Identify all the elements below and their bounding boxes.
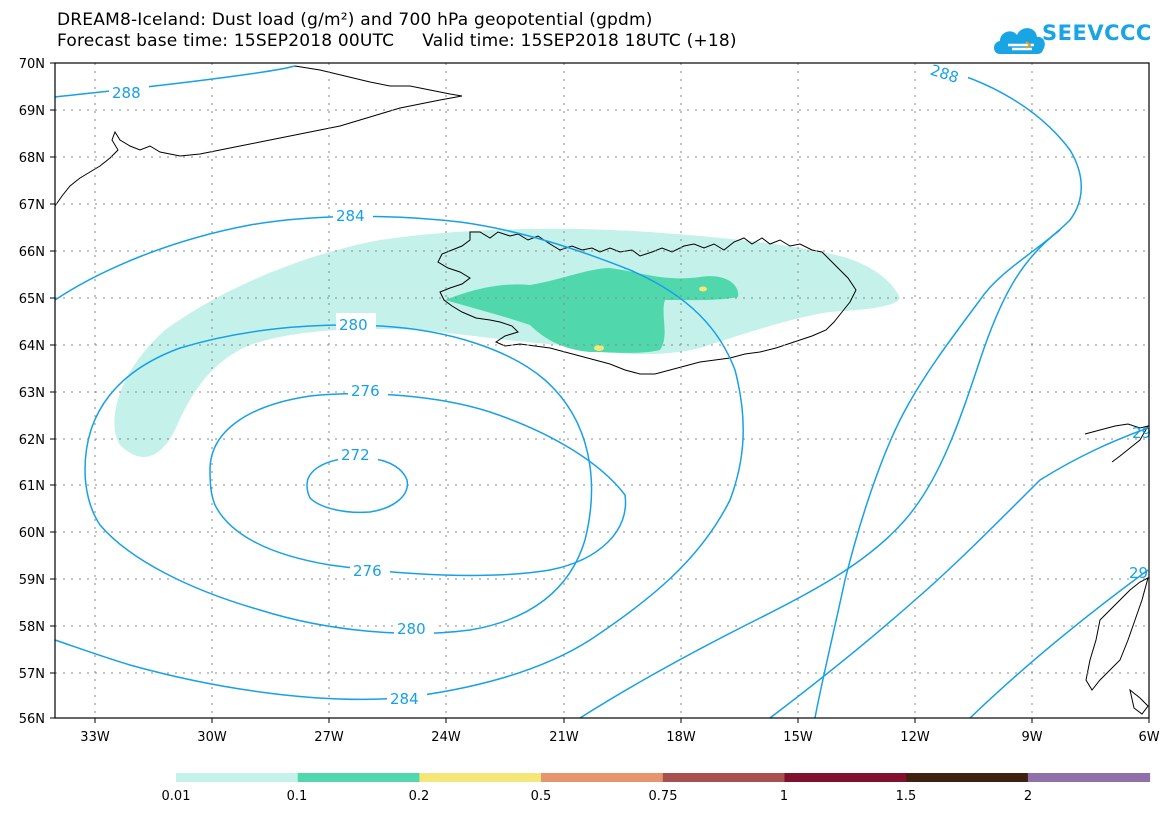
lat-label: 58N: [19, 620, 45, 635]
lat-label: 62N: [19, 433, 45, 448]
legend-label: 0.2: [409, 789, 430, 804]
lat-label: 67N: [19, 198, 45, 213]
lat-label: 66N: [19, 245, 45, 260]
legend-label: 1.5: [896, 789, 917, 804]
lon-label: 12W: [900, 730, 930, 745]
lat-label: 65N: [19, 292, 45, 307]
lon-label: 21W: [549, 730, 579, 745]
lon-gridlines: [94, 63, 1033, 718]
legend-swatch: [784, 773, 907, 782]
lat-label: 61N: [19, 479, 45, 494]
cloud-logo-icon: [994, 28, 1045, 54]
map-title: DREAM8-Iceland: Dust load (g/m²) and 700…: [57, 10, 653, 30]
contour-label-284-top: 284: [336, 207, 365, 225]
dust-load-shading: [114, 228, 900, 457]
lon-label: 9W: [1021, 730, 1042, 745]
lat-label: 63N: [19, 386, 45, 401]
contour-label-284-bottom: 284: [390, 690, 419, 708]
legend-label: 0.75: [649, 789, 678, 804]
lat-labels: 70N 69N 68N 67N 66N 65N 64N 63N 62N 61N …: [19, 57, 45, 727]
lat-label: 69N: [19, 104, 45, 119]
lat-label: 60N: [19, 526, 45, 541]
lat-gridlines: [55, 109, 1149, 674]
map-subtitle: Forecast base time: 15SEP2018 00UTC Vali…: [57, 31, 737, 51]
contour-label-276-top: 276: [351, 382, 380, 400]
contour-label-280-top: 280: [339, 316, 368, 334]
legend-colorbar: [176, 773, 1151, 782]
lon-label: 15W: [783, 730, 813, 745]
lat-label: 57N: [19, 667, 45, 682]
legend-swatch: [176, 773, 299, 782]
lon-label: 6W: [1138, 730, 1159, 745]
lon-label: 18W: [666, 730, 696, 745]
contour-label-29-a: 29: [1132, 424, 1151, 442]
legend-label: 0.5: [531, 789, 552, 804]
legend-swatch: [906, 773, 1029, 782]
lat-label: 59N: [19, 573, 45, 588]
legend-labels: 0.01 0.1 0.2 0.5 0.75 1 1.5 2: [162, 789, 1033, 804]
legend-label: 0.01: [162, 789, 191, 804]
lon-label: 24W: [431, 730, 461, 745]
legend-swatch: [541, 773, 664, 782]
lon-label: 30W: [197, 730, 227, 745]
legend-label: 2: [1024, 789, 1032, 804]
legend-label: 0.1: [287, 789, 308, 804]
legend-swatch: [1027, 773, 1151, 782]
lon-labels: 33W 30W 27W 24W 21W 18W 15W 12W 9W 6W: [80, 730, 1159, 745]
axis-ticks: [50, 62, 1150, 723]
contour-label-backs: [109, 64, 968, 708]
lat-label: 70N: [19, 57, 45, 72]
legend-swatch: [662, 773, 785, 782]
legend-swatch: [419, 773, 542, 782]
lon-label: 27W: [314, 730, 344, 745]
contour-label-280-bottom: 280: [397, 620, 426, 638]
lon-label: 33W: [80, 730, 110, 745]
contour-label-272: 272: [341, 446, 370, 464]
contour-label-276-bottom: 276: [353, 562, 382, 580]
lat-label: 56N: [19, 712, 45, 727]
legend-swatch: [297, 773, 420, 782]
legend-label: 1: [780, 789, 788, 804]
coastline: [54, 65, 1150, 715]
map-frame: [54, 62, 1150, 719]
contour-label-288-left: 288: [112, 84, 141, 102]
lat-label: 68N: [19, 151, 45, 166]
contour-label-29-b: 29: [1129, 564, 1148, 582]
lat-label: 64N: [19, 339, 45, 354]
logo-text: SEEVCCC: [1042, 21, 1152, 45]
